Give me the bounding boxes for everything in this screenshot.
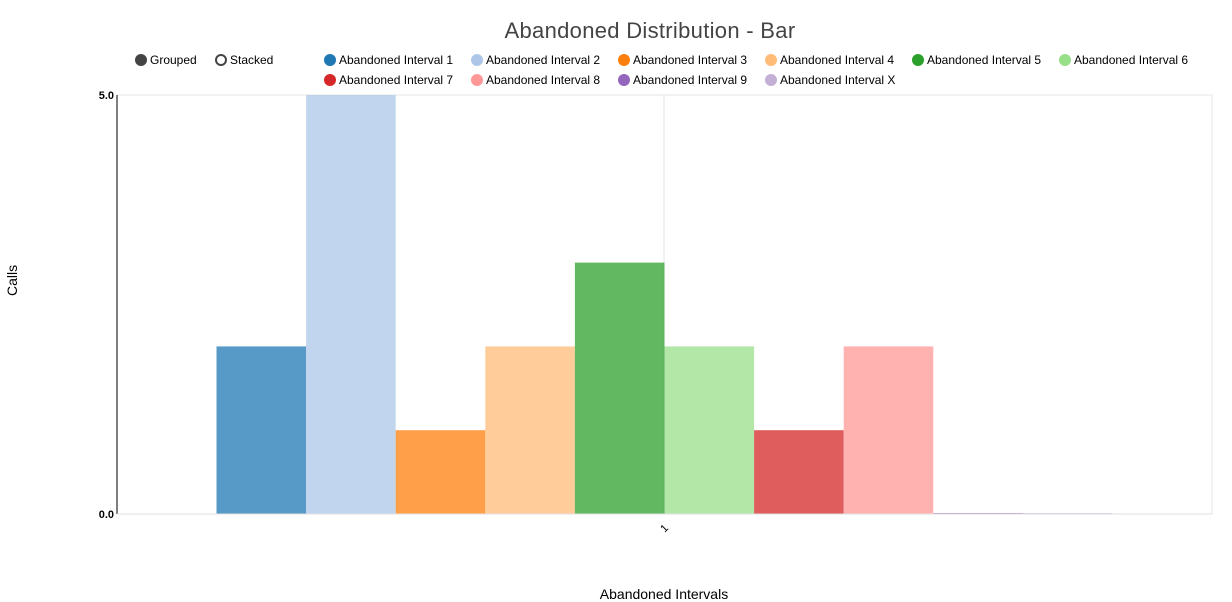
legend-swatch-icon	[1059, 54, 1071, 66]
radio-filled-icon	[135, 54, 147, 66]
legend-swatch-icon	[471, 54, 483, 66]
legend-item[interactable]: Abandoned Interval 3	[618, 53, 747, 67]
bar[interactable]	[485, 346, 575, 514]
mode-stacked-label: Stacked	[230, 53, 274, 67]
mode-grouped-label: Grouped	[150, 53, 197, 67]
legend-label: Abandoned Interval X	[780, 73, 896, 87]
legend-item[interactable]: Abandoned Interval 9	[618, 73, 747, 87]
mode-grouped-radio[interactable]: Grouped	[135, 53, 197, 67]
legend-label: Abandoned Interval 2	[486, 53, 601, 67]
legend-swatch-icon	[912, 54, 924, 66]
legend-item[interactable]: Abandoned Interval 1	[324, 53, 453, 67]
x-tick-label: 1	[658, 522, 671, 535]
y-tick-label: 0.0	[99, 509, 114, 521]
legend-item[interactable]: Abandoned Interval 2	[471, 53, 600, 67]
legend-label: Abandoned Interval 1	[339, 53, 454, 67]
mode-stacked-radio[interactable]: Stacked	[215, 53, 273, 67]
legend-label: Abandoned Interval 8	[486, 73, 601, 87]
legend-label: Abandoned Interval 9	[633, 73, 748, 87]
bar[interactable]	[216, 346, 307, 514]
bar[interactable]	[664, 346, 755, 514]
legend-item[interactable]: Abandoned Interval 6	[1059, 53, 1188, 67]
bar[interactable]	[395, 430, 486, 514]
bar[interactable]	[843, 346, 934, 514]
legend-swatch-icon	[765, 74, 777, 86]
legend-item[interactable]: Abandoned Interval 8	[471, 73, 600, 87]
legend-swatch-icon	[618, 54, 630, 66]
radio-empty-icon	[215, 54, 227, 66]
legend-label: Abandoned Interval 5	[927, 53, 1042, 67]
chart-title: Abandoned Distribution - Bar	[504, 18, 796, 43]
legend-swatch-icon	[324, 54, 336, 66]
legend-swatch-icon	[765, 54, 777, 66]
legend-item[interactable]: Abandoned Interval 4	[765, 53, 894, 67]
legend-label: Abandoned Interval 6	[1074, 53, 1189, 67]
legend-label: Abandoned Interval 3	[633, 53, 748, 67]
legend-swatch-icon	[471, 74, 483, 86]
legend-item[interactable]: Abandoned Interval X	[765, 73, 895, 87]
legend-item[interactable]: Abandoned Interval 5	[912, 53, 1041, 67]
legend-swatch-icon	[618, 74, 630, 86]
bar[interactable]	[574, 262, 665, 514]
legend-swatch-icon	[324, 74, 336, 86]
legend-item[interactable]: Abandoned Interval 7	[324, 73, 453, 87]
bar[interactable]	[306, 95, 396, 514]
y-axis-label: Calls	[4, 264, 20, 296]
x-axis-label: Abandoned Intervals	[599, 586, 729, 602]
legend-label: Abandoned Interval 4	[780, 53, 895, 67]
y-tick-label: 5.0	[99, 90, 114, 102]
legend-label: Abandoned Interval 7	[339, 73, 454, 87]
bar[interactable]	[754, 430, 844, 514]
